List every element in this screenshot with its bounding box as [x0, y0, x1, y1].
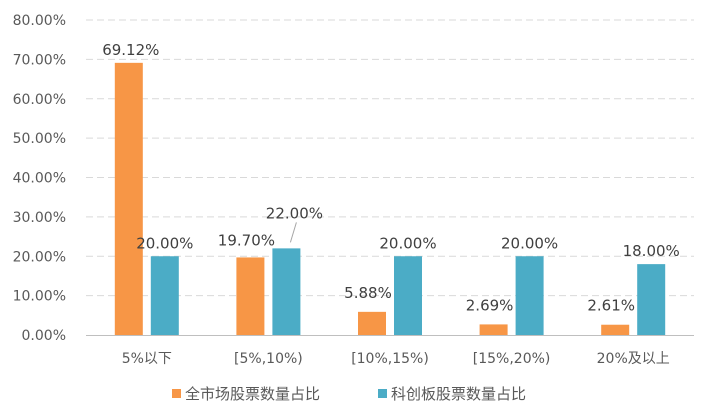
gridlines	[86, 19, 694, 336]
y-tick-label: 30.00%	[13, 210, 66, 226]
legend-label-star: 科创板股票数量占比	[391, 385, 526, 403]
legend-swatch-star	[378, 389, 387, 398]
data-label: 2.69%	[466, 296, 514, 314]
leader-line	[289, 222, 297, 243]
data-label: 5.88%	[344, 284, 392, 302]
x-category-label: [10%,15%)	[351, 351, 429, 367]
data-label: 69.12%	[102, 41, 159, 59]
bars	[114, 62, 666, 336]
y-tick-label: 80.00%	[13, 13, 66, 29]
y-tick-label: 60.00%	[13, 92, 66, 108]
data-label: 22.00%	[266, 204, 323, 222]
bar-market-4	[601, 324, 630, 335]
data-label: 20.00%	[136, 234, 193, 252]
bar-star-2	[394, 256, 422, 335]
bar-star-1	[272, 248, 301, 335]
x-axis-categories: 5%以下 [5%,10%) [10%,15%) [15%,20%) 20%及以上	[122, 351, 670, 367]
data-label: 20.00%	[501, 234, 558, 252]
bar-star-3	[515, 256, 544, 335]
data-labels: 69.12% 20.00% 19.70% 22.00% 5.88% 20.00% 2.69%…	[102, 41, 680, 315]
x-category-label: 20%及以上	[597, 351, 670, 367]
bar-star-0	[150, 256, 179, 335]
bar-market-0	[114, 62, 143, 336]
legend: 全市场股票数量占比 科创板股票数量占比	[172, 385, 526, 403]
data-label: 19.70%	[218, 231, 275, 249]
data-label: 2.61%	[587, 297, 635, 315]
y-tick-label: 50.00%	[13, 131, 66, 147]
y-tick-label: 10.00%	[13, 289, 66, 305]
y-tick-label: 20.00%	[13, 249, 66, 265]
y-tick-label: 0.00%	[22, 328, 66, 344]
bar-market-2	[358, 311, 386, 335]
data-label: 18.00%	[623, 242, 680, 260]
legend-swatch-market	[172, 389, 181, 398]
legend-label-market: 全市场股票数量占比	[185, 385, 320, 403]
y-tick-label: 70.00%	[13, 52, 66, 68]
y-axis-ticks: 0.00% 10.00% 20.00% 30.00% 40.00% 50.00% 60.00…	[13, 13, 66, 344]
bar-market-1	[236, 257, 265, 335]
x-category-label: [15%,20%)	[473, 351, 551, 367]
bar-market-3	[479, 324, 508, 335]
x-category-label: 5%以下	[122, 351, 172, 367]
data-label: 20.00%	[379, 234, 436, 252]
bar-star-4	[637, 264, 666, 335]
x-category-label: [5%,10%)	[234, 351, 303, 367]
y-tick-label: 40.00%	[13, 171, 66, 187]
